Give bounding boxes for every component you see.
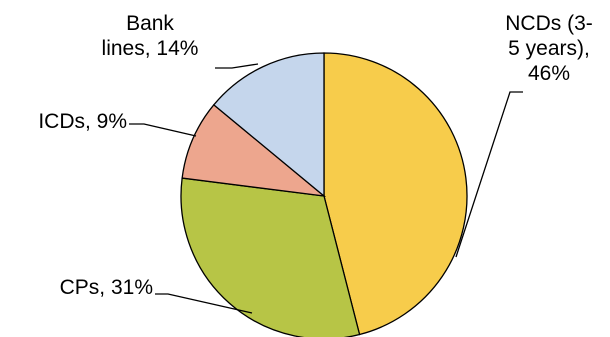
pie-slice-cps bbox=[180, 177, 361, 337]
slice-label-line: 5 years), bbox=[508, 37, 590, 60]
slice-label-line: lines, 14% bbox=[102, 37, 199, 60]
pie-slice-ncds-3-5-years bbox=[323, 52, 468, 336]
slice-label-icds: ICDs, 9% bbox=[38, 110, 127, 133]
slice-label-line: 46% bbox=[528, 62, 570, 85]
pie-slice-icds bbox=[181, 103, 327, 197]
slice-label-line: NCDs (3- bbox=[505, 12, 593, 35]
slice-label-line: Bank bbox=[126, 12, 174, 35]
slices-layer bbox=[180, 52, 468, 337]
leader-line-icds bbox=[129, 123, 197, 137]
leader-line-cps bbox=[155, 293, 253, 314]
labels-layer: NCDs (3-5 years), 46% CPs, 31% ICDs, 9% Bank… bbox=[38, 12, 592, 299]
pie-slice-bank-lines bbox=[212, 52, 325, 198]
slice-label-bank-lines: Bank lines, 14% bbox=[102, 12, 199, 60]
leader-line-ncds-3-5-years bbox=[455, 91, 523, 258]
slice-label-line: ICDs, 9% bbox=[38, 110, 127, 133]
leader-lines-layer bbox=[129, 63, 523, 314]
slice-label-cps: CPs, 31% bbox=[60, 276, 153, 299]
slice-label-ncds-3-5-years: NCDs (3-5 years), 46% bbox=[505, 12, 593, 85]
slice-label-line: CPs, 31% bbox=[60, 276, 153, 299]
leader-line-bank-lines bbox=[215, 63, 259, 69]
